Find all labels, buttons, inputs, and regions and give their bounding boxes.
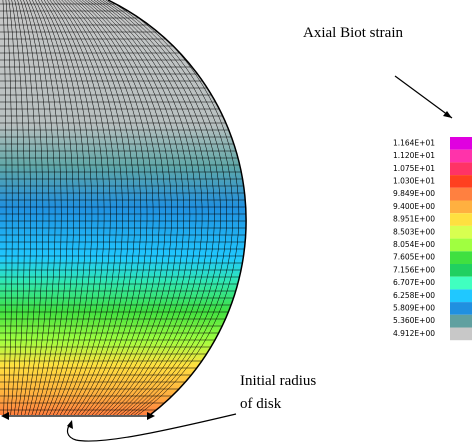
mesh-line xyxy=(29,0,62,415)
radius-label: Initial radius xyxy=(240,373,316,389)
legend-label: 5.809E+00 xyxy=(393,303,435,312)
mesh-line xyxy=(64,0,136,415)
mesh-line xyxy=(40,0,87,415)
radius-label: of disk xyxy=(240,396,282,412)
legend-swatch xyxy=(450,327,472,341)
legend-swatch xyxy=(450,225,472,239)
mesh-line xyxy=(114,0,240,415)
mesh-line xyxy=(11,0,25,415)
legend-label: 8.951E+00 xyxy=(393,215,435,224)
legend-swatch xyxy=(450,200,472,214)
mesh-line xyxy=(90,0,191,415)
mesh-line xyxy=(14,0,31,415)
mesh-line xyxy=(32,0,68,415)
mesh-line xyxy=(58,0,123,415)
legend-swatch xyxy=(450,314,472,328)
mesh-line xyxy=(93,0,197,415)
mesh-line xyxy=(76,0,160,415)
mesh-line xyxy=(2,0,7,415)
legend-swatch xyxy=(450,289,472,303)
legend-label: 1.075E+01 xyxy=(393,164,435,173)
mesh-line xyxy=(49,0,105,415)
mesh-line xyxy=(105,0,221,415)
legend-swatch xyxy=(450,251,472,264)
legend-swatch xyxy=(450,276,472,290)
mesh-line xyxy=(8,0,19,415)
mesh-line xyxy=(26,0,56,415)
legend-label: 6.707E+00 xyxy=(393,278,435,287)
legend-label: 9.849E+00 xyxy=(393,189,435,198)
mesh-line xyxy=(73,0,154,415)
mesh-line xyxy=(102,0,215,415)
mesh-line xyxy=(20,0,44,415)
mesh-line xyxy=(37,0,80,415)
mesh-line xyxy=(111,0,234,415)
legend-label: 9.400E+00 xyxy=(393,202,435,211)
legend-label: 1.030E+01 xyxy=(393,176,435,185)
legend-swatch xyxy=(450,213,472,226)
legend-swatch xyxy=(450,149,472,163)
legend-label: 5.360E+00 xyxy=(393,316,435,325)
mesh-line xyxy=(23,0,50,415)
mesh-line xyxy=(5,0,13,415)
mesh-line xyxy=(82,0,172,415)
mesh-line xyxy=(34,0,74,415)
legend-label: 8.503E+00 xyxy=(393,227,435,236)
legend-swatch xyxy=(450,264,472,277)
legend-label: 6.258E+00 xyxy=(393,291,435,300)
mesh-line xyxy=(55,0,117,415)
legend-swatch xyxy=(450,238,472,252)
color-legend: 1.164E+01 1.120E+01 1.075E+01 1.030E+01 9.84… xyxy=(393,137,472,341)
legend-swatch xyxy=(450,302,472,315)
legend-label: 7.156E+00 xyxy=(393,265,435,274)
legend-swatch xyxy=(450,175,472,188)
mesh-line xyxy=(99,0,209,415)
mesh-line xyxy=(43,0,93,415)
legend-swatch xyxy=(450,162,472,176)
legend-title: Axial Biot strain xyxy=(303,25,403,41)
mesh-line xyxy=(96,0,203,415)
legend-label: 4.912E+00 xyxy=(393,329,435,338)
mesh-line xyxy=(70,0,148,415)
mesh-line xyxy=(79,0,166,415)
mesh-line xyxy=(67,0,142,415)
mesh-line xyxy=(85,0,178,415)
mesh-line xyxy=(61,0,129,415)
legend-label: 8.054E+00 xyxy=(393,240,435,249)
radius-arrow xyxy=(1,412,237,442)
legend-label: 1.120E+01 xyxy=(393,151,435,160)
mesh xyxy=(0,0,247,415)
legend-label: 7.605E+00 xyxy=(393,253,435,262)
legend-swatch xyxy=(450,187,472,201)
dome-outline xyxy=(107,0,247,416)
mesh-line xyxy=(17,0,38,415)
mesh-line xyxy=(52,0,111,415)
mesh-line xyxy=(46,0,99,415)
legend-swatch xyxy=(450,137,472,150)
mesh-line xyxy=(87,0,185,415)
mesh-line xyxy=(108,0,227,415)
legend-label: 1.164E+01 xyxy=(393,138,435,147)
